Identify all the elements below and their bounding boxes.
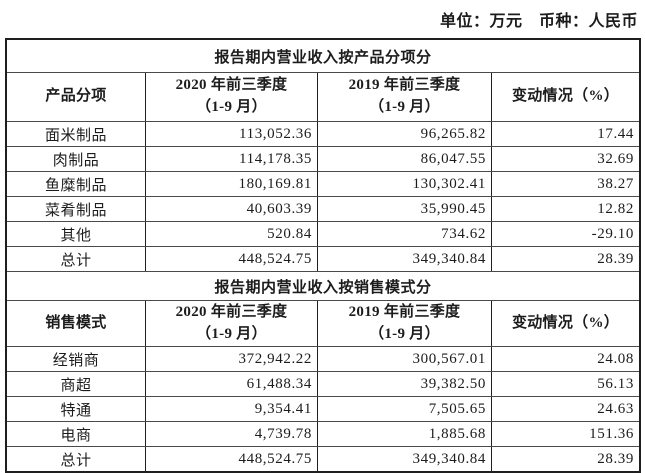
cell-change-value: -29.10 <box>491 222 639 246</box>
cell-2020-value: 180,169.81 <box>145 172 317 196</box>
cell-2020-value: 40,603.39 <box>145 197 317 221</box>
table-row-ecommerce: 电商 4,739.78 1,885.68 151.36 <box>7 421 639 446</box>
column-header-2019-line2: （1-9 月） <box>369 99 440 115</box>
cell-2020-value: 9,354.41 <box>145 397 317 421</box>
cell-2019-value: 35,990.45 <box>317 197 491 221</box>
table-row-special-channel: 特通 9,354.41 7,505.65 24.63 <box>7 396 639 421</box>
cell-2019-value: 349,340.84 <box>317 247 491 271</box>
cell-product-label: 其他 <box>60 227 92 244</box>
cell-2019-value: 7,505.65 <box>317 397 491 421</box>
table-row-noodle-rice-products: 面米制品 113,052.36 96,265.82 17.44 <box>7 121 639 146</box>
column-header-product-category: 产品分项 <box>45 88 107 105</box>
column-header-2020-line2: （1-9 月） <box>196 325 267 342</box>
cell-sales-model-label: 经销商 <box>52 352 100 369</box>
table-title-row-sales-model: 报告期内营业收入按销售模式分 <box>7 271 639 300</box>
cell-sales-model-label: 特通 <box>60 402 92 419</box>
cell-product-label: 总计 <box>60 252 92 269</box>
column-header-2019-line1: 2019 年前三季度 <box>348 77 461 94</box>
cell-2019-value: 349,340.84 <box>317 447 491 471</box>
table-row-other-products: 其他 520.84 734.62 -29.10 <box>7 221 639 246</box>
column-header-sales-model: 销售模式 <box>45 314 107 331</box>
table-row-sales-total: 总计 448,524.75 349,340.84 28.39 <box>7 446 639 471</box>
cell-sales-model-label: 总计 <box>60 452 92 469</box>
table-row-dish-products: 菜肴制品 40,603.39 35,990.45 12.82 <box>7 196 639 221</box>
cell-2020-value: 372,942.22 <box>145 347 317 371</box>
table-title-sales-model: 报告期内营业收入按销售模式分 <box>214 279 432 296</box>
cell-2020-value: 61,488.34 <box>145 372 317 396</box>
column-header-2020-line2: （1-9 月） <box>196 99 267 115</box>
cell-product-label: 菜肴制品 <box>44 202 107 219</box>
cell-2020-value: 448,524.75 <box>145 247 317 271</box>
cell-change-value: 28.39 <box>491 447 639 471</box>
cell-2020-value: 448,524.75 <box>145 447 317 471</box>
cell-change-value: 24.63 <box>491 397 639 421</box>
column-header-2020-q1q3: 2020 年前三季度 （1-9 月） <box>145 73 317 121</box>
cell-product-label: 面米制品 <box>44 127 107 144</box>
cell-2019-value: 734.62 <box>317 222 491 246</box>
revenue-tables: 报告期内营业收入按产品分项分 产品分项 2020 年前三季度 （1-9 月） 2… <box>5 38 641 473</box>
cell-sales-model-label: 电商 <box>60 427 92 444</box>
cell-change-value: 32.69 <box>491 147 639 171</box>
column-header-change-percent: 变动情况（%） <box>491 73 639 121</box>
cell-2020-value: 113,052.36 <box>145 122 317 146</box>
cell-change-value: 56.13 <box>491 372 639 396</box>
table-header-row-sales-model: 销售模式 2020 年前三季度 （1-9 月） 2019 年前三季度 （1-9 … <box>7 300 639 346</box>
cell-sales-model-label: 商超 <box>60 377 92 394</box>
table-title-row-products: 报告期内营业收入按产品分项分 <box>7 40 639 72</box>
column-header-2019-line2: （1-9 月） <box>369 325 440 342</box>
cell-2019-value: 300,567.01 <box>317 347 491 371</box>
column-header-2020-line1: 2020 年前三季度 <box>175 303 288 320</box>
column-header-2019-line1: 2019 年前三季度 <box>348 303 461 320</box>
cell-change-value: 17.44 <box>491 122 639 146</box>
column-header-2019-q1q3: 2019 年前三季度 （1-9 月） <box>317 73 491 121</box>
table-row-meat-products: 肉制品 114,178.35 86,047.55 32.69 <box>7 146 639 171</box>
table-row-supermarket: 商超 61,488.34 39,382.50 56.13 <box>7 371 639 396</box>
table-title-products: 报告期内营业收入按产品分项分 <box>214 49 432 66</box>
cell-change-value: 12.82 <box>491 197 639 221</box>
cell-2019-value: 130,302.41 <box>317 172 491 196</box>
cell-2019-value: 96,265.82 <box>317 122 491 146</box>
cell-change-value: 28.39 <box>491 247 639 271</box>
cell-2020-value: 4,739.78 <box>145 422 317 446</box>
table-header-row-products: 产品分项 2020 年前三季度 （1-9 月） 2019 年前三季度 （1-9 … <box>7 72 639 121</box>
cell-2019-value: 1,885.68 <box>317 422 491 446</box>
cell-2020-value: 520.84 <box>145 222 317 246</box>
column-header-2020-line1: 2020 年前三季度 <box>175 77 288 94</box>
cell-change-value: 38.27 <box>491 172 639 196</box>
table-row-products-total: 总计 448,524.75 349,340.84 28.39 <box>7 246 639 271</box>
cell-product-label: 肉制品 <box>52 152 100 169</box>
column-header-2020-q1q3: 2020 年前三季度 （1-9 月） <box>145 301 317 346</box>
column-header-2019-q1q3: 2019 年前三季度 （1-9 月） <box>317 301 491 346</box>
cell-2019-value: 86,047.55 <box>317 147 491 171</box>
column-header-change-percent: 变动情况（%） <box>491 301 639 346</box>
table-row-surimi-products: 鱼糜制品 180,169.81 130,302.41 38.27 <box>7 171 639 196</box>
cell-product-label: 鱼糜制品 <box>44 177 107 194</box>
cell-change-value: 151.36 <box>491 422 639 446</box>
cell-change-value: 24.08 <box>491 347 639 371</box>
table-row-distributor: 经销商 372,942.22 300,567.01 24.08 <box>7 346 639 371</box>
cell-2019-value: 39,382.50 <box>317 372 491 396</box>
cell-2020-value: 114,178.35 <box>145 147 317 171</box>
unit-currency-note: 单位：万元 币种：人民币 <box>439 13 638 30</box>
